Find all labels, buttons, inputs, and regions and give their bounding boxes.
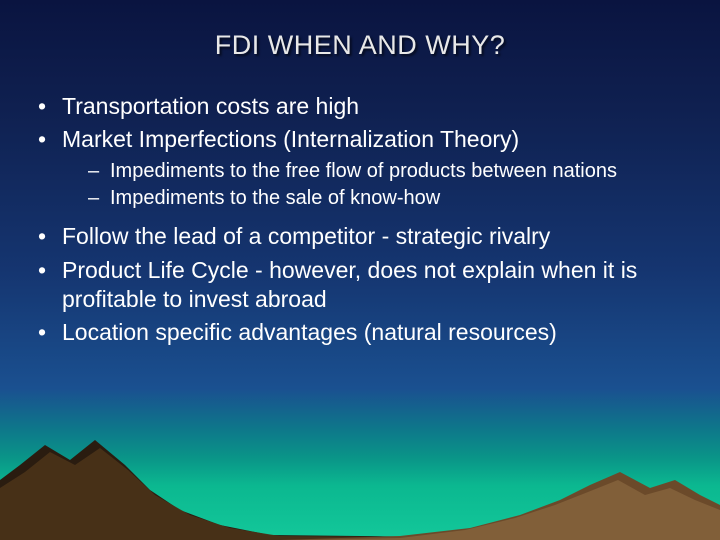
- bullet-dash-icon: –: [88, 159, 110, 185]
- bullet-level1: • Follow the lead of a competitor - stra…: [32, 222, 688, 251]
- bullet-dot-icon: •: [38, 318, 62, 347]
- bullet-dot-icon: •: [38, 222, 62, 251]
- bullet-dot-icon: •: [38, 92, 62, 121]
- slide-title: FDI WHEN AND WHY?: [0, 30, 720, 61]
- bullet-dot-icon: •: [38, 125, 62, 154]
- slide-container: FDI WHEN AND WHY? • Transportation costs…: [0, 0, 720, 540]
- bullet-text: Location specific advantages (natural re…: [62, 318, 557, 347]
- bullet-dot-icon: •: [38, 256, 62, 285]
- mountain-graphic: [0, 410, 720, 540]
- bullet-text: Impediments to the sale of know-how: [110, 186, 440, 212]
- bullet-level1: • Location specific advantages (natural …: [32, 318, 688, 347]
- bullet-text: Impediments to the free flow of products…: [110, 159, 617, 185]
- bullet-dash-icon: –: [88, 186, 110, 212]
- bullet-text: Follow the lead of a competitor - strate…: [62, 222, 550, 251]
- bullet-level1: • Market Imperfections (Internalization …: [32, 125, 688, 154]
- bullet-text: Transportation costs are high: [62, 92, 359, 121]
- bullet-text: Market Imperfections (Internalization Th…: [62, 125, 519, 154]
- bullet-level2: – Impediments to the sale of know-how: [32, 186, 688, 212]
- bullet-level2: – Impediments to the free flow of produc…: [32, 159, 688, 185]
- bullet-text: Product Life Cycle - however, does not e…: [62, 256, 688, 315]
- slide-body: • Transportation costs are high • Market…: [32, 92, 688, 352]
- bullet-level1: • Transportation costs are high: [32, 92, 688, 121]
- bullet-level1: • Product Life Cycle - however, does not…: [32, 256, 688, 315]
